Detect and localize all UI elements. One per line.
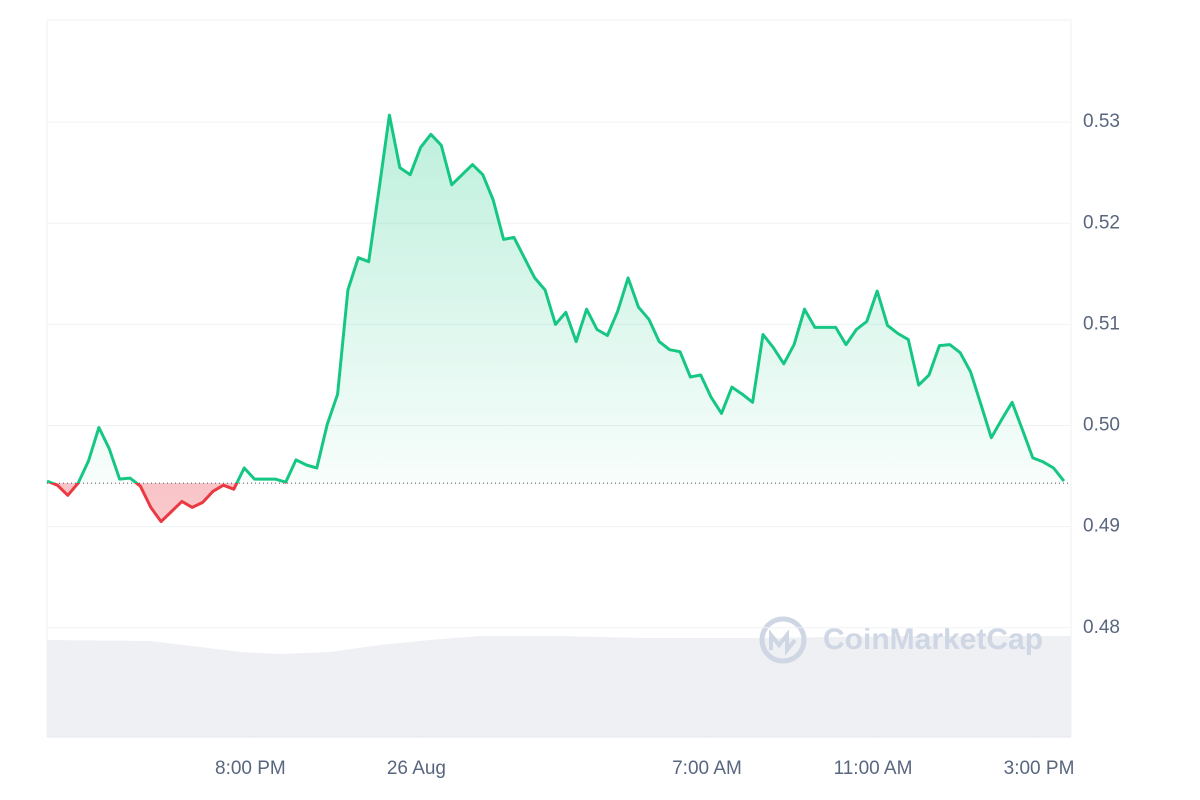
x-tick-label: 3:00 PM xyxy=(1004,758,1075,779)
logo-ring xyxy=(759,616,807,664)
y-tick-label: 0.51 xyxy=(1083,313,1120,334)
y-tick-label: 0.53 xyxy=(1083,111,1120,132)
volume xyxy=(47,636,1071,737)
volume-area xyxy=(47,636,1071,737)
y-tick-label: 0.52 xyxy=(1083,212,1120,233)
y-tick-label: 0.48 xyxy=(1083,617,1120,638)
y-tick-label: 0.50 xyxy=(1083,415,1120,436)
logo-mark xyxy=(769,629,797,656)
watermark: CoinMarketCap xyxy=(823,623,1043,656)
x-tick-label: 7:00 AM xyxy=(672,758,742,779)
watermark-logo xyxy=(759,616,807,664)
x-tick-label: 11:00 AM xyxy=(834,758,913,779)
area xyxy=(47,115,1064,522)
x-tick-label: 8:00 PM xyxy=(215,758,286,779)
y-tick-label: 0.49 xyxy=(1083,516,1120,537)
x-tick-label: 26 Aug xyxy=(387,758,446,779)
price-line xyxy=(46,113,1066,524)
